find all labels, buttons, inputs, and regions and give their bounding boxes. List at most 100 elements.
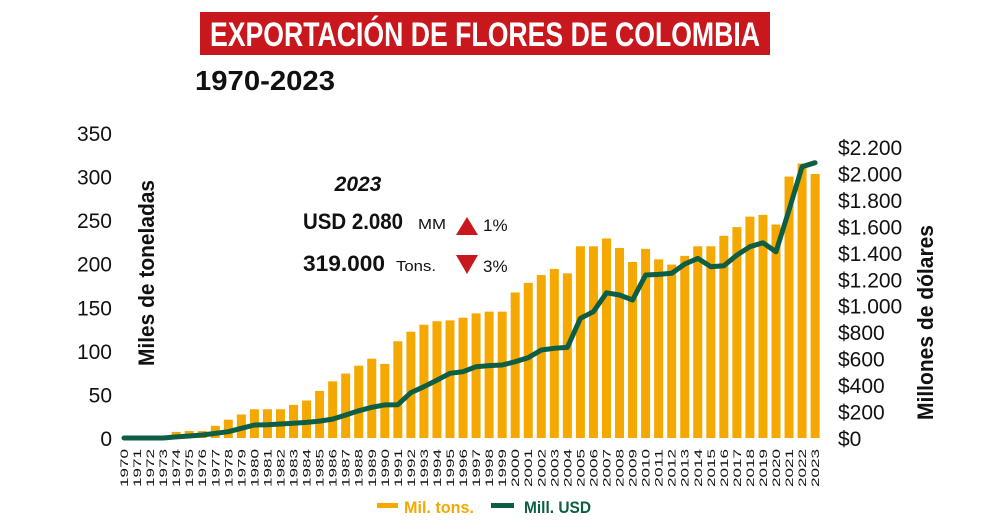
x-tick-label: 1980 [249, 449, 261, 487]
bar-1987 [341, 373, 351, 438]
bar-2015 [706, 246, 716, 438]
bar-1990 [380, 363, 390, 438]
y-right-tick-label: $2.200 [838, 137, 902, 160]
x-tick-label: 2023 [810, 449, 822, 487]
x-tick-label: 1974 [171, 449, 183, 487]
y-left-tick-label: 250 [77, 210, 112, 233]
x-tick-label: 2007 [601, 449, 613, 487]
x-tick-label: 2003 [549, 449, 561, 487]
x-tick-label: 1970 [119, 449, 131, 487]
bar-2010 [641, 248, 651, 438]
chart-subtitle: 1970-2023 [195, 65, 335, 96]
bar-2019 [758, 214, 768, 438]
annotation-year: 2023 [334, 173, 382, 196]
x-tick-label: 2016 [719, 449, 731, 487]
x-tick-label: 2005 [575, 449, 587, 487]
x-tick-label: 2008 [615, 449, 627, 487]
x-tick-label: 1989 [367, 449, 379, 487]
x-tick-label: 1993 [419, 449, 431, 487]
bar-2013 [680, 255, 690, 438]
bar-1984 [302, 400, 312, 438]
bar-1999 [497, 311, 507, 438]
x-tick-label: 1976 [197, 449, 209, 487]
bar-1978 [223, 419, 233, 438]
x-tick-label: 2021 [784, 449, 796, 487]
bar-1985 [315, 390, 325, 438]
bar-2021 [784, 176, 794, 439]
y-right-tick-label: $600 [838, 349, 885, 372]
x-tick-label: 2006 [588, 449, 600, 487]
x-tick-label: 1975 [184, 449, 196, 487]
x-tick-label: 1979 [236, 449, 248, 487]
x-tick-label: 1990 [380, 449, 392, 487]
bar-2018 [745, 216, 755, 438]
x-tick-label: 1998 [484, 449, 496, 487]
bar-2008 [615, 248, 625, 438]
x-tick-label: 2014 [693, 449, 705, 487]
bar-1996 [458, 317, 468, 438]
bar-1993 [419, 324, 429, 438]
y-axis-right-ticks: $0 $200 $400 $600 $800 $1.000 $1.200 $1.400 $1.6… [838, 137, 902, 451]
annotation-usd-value: USD 2.080 [303, 209, 403, 234]
annotation-usd-unit: MM [418, 216, 446, 233]
x-axis-ticks: 1970 1971 1972 1973 1974 1975 1976 1977 1978 1979… [119, 449, 822, 487]
y-right-tick-label: $1.800 [838, 190, 902, 213]
y-right-tick-label: $200 [838, 402, 885, 425]
y-axis-left-label: Miles de toneladas [134, 180, 159, 366]
y-right-tick-label: $400 [838, 375, 885, 398]
x-tick-label: 2000 [510, 449, 522, 487]
bar-2017 [732, 227, 742, 438]
y-left-tick-label: 200 [77, 254, 112, 277]
x-tick-label: 1997 [471, 449, 483, 487]
y-right-tick-label: $1.000 [838, 296, 902, 319]
x-tick-label: 1995 [445, 449, 457, 487]
y-axis-right-label: Millones de dólares [913, 225, 938, 420]
bar-2005 [575, 246, 585, 438]
x-tick-label: 1978 [223, 449, 235, 487]
line-series-usd [121, 160, 818, 441]
x-tick-label: 1994 [432, 449, 444, 487]
bar-2016 [719, 235, 729, 438]
x-tick-label: 1982 [275, 449, 287, 487]
chart-title: EXPORTACIÓN DE FLORES DE COLOMBIA [210, 16, 760, 54]
bar-series [171, 163, 820, 439]
bar-1992 [406, 331, 416, 438]
x-tick-label: 2001 [523, 449, 535, 487]
bar-2022 [797, 163, 807, 438]
legend-label-usd: Mill. USD [524, 498, 591, 517]
x-tick-label: 2009 [628, 449, 640, 487]
y-left-tick-label: 150 [77, 297, 112, 320]
x-tick-label: 2017 [732, 449, 744, 487]
bar-2004 [562, 273, 572, 438]
bar-1989 [367, 358, 377, 438]
y-right-tick-label: $1.400 [838, 243, 902, 266]
x-tick-label: 1986 [328, 449, 340, 487]
annotation-tons-change: 3% [483, 257, 508, 276]
x-tick-label: 1985 [315, 449, 327, 487]
bar-2006 [588, 246, 598, 438]
annotation-2023: 2023 USD 2.080 MM 1% 319.000 Tons. 3% [303, 173, 508, 276]
x-tick-label: 2013 [680, 449, 692, 487]
x-tick-label: 1999 [497, 449, 509, 487]
y-right-tick-label: $1.600 [838, 216, 902, 239]
title-banner [200, 12, 770, 55]
x-tick-label: 1991 [393, 449, 405, 487]
y-left-tick-label: 350 [77, 123, 112, 146]
y-axis-left-ticks: 0 50 100 150 200 250 300 350 [77, 123, 112, 451]
x-tick-label: 2022 [797, 449, 809, 487]
x-tick-label: 2004 [562, 449, 574, 487]
x-tick-label: 2020 [771, 449, 783, 487]
x-tick-label: 2002 [536, 449, 548, 487]
x-tick-label: 1987 [341, 449, 353, 487]
y-right-tick-label: $2.000 [838, 163, 902, 186]
bar-2014 [693, 246, 703, 438]
legend-swatch-usd [491, 503, 514, 508]
x-tick-label: 1983 [289, 449, 301, 487]
x-tick-label: 1977 [210, 449, 222, 487]
y-right-tick-label: $800 [838, 322, 885, 345]
x-tick-label: 1988 [354, 449, 366, 487]
arrow-up-icon [456, 217, 478, 235]
y-left-tick-label: 0 [100, 428, 112, 451]
bar-1995 [445, 320, 455, 438]
